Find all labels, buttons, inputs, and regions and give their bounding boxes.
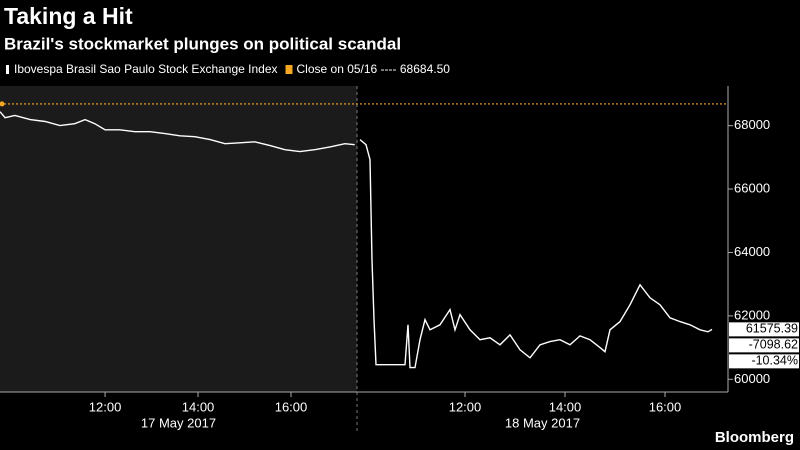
- price-line: [359, 139, 713, 369]
- last-value-label-box: [729, 322, 799, 337]
- x-tick-label: 16:00: [649, 399, 682, 414]
- x-tick-label: 14:00: [549, 399, 582, 414]
- change-label: -7098.62: [749, 338, 798, 352]
- chart-subtitle: Brazil's stockmarket plunges on politica…: [4, 34, 401, 53]
- y-tick-label: 62000: [734, 307, 770, 322]
- legend-label: Close on 05/16 ---- 68684.50: [297, 62, 451, 76]
- x-tick-label: 16:00: [275, 399, 308, 414]
- x-date-label: 17 May 2017: [141, 415, 216, 430]
- legend: Ibovespa Brasil Sao Paulo Stock Exchange…: [6, 62, 450, 76]
- x-tick-label: 12:00: [449, 399, 482, 414]
- last-value-label: 61575.39: [746, 322, 798, 336]
- x-tick-label: 12:00: [89, 399, 122, 414]
- change-label-box: [729, 338, 799, 353]
- legend-label: Ibovespa Brasil Sao Paulo Stock Exchange…: [14, 62, 278, 76]
- legend-swatch: [285, 65, 293, 74]
- chart-title: Taking a Hit: [4, 3, 133, 29]
- y-tick-label: 66000: [734, 180, 770, 195]
- x-date-label: 18 May 2017: [505, 415, 580, 430]
- x-tick-label: 14:00: [182, 399, 215, 414]
- price-line: [0, 111, 355, 153]
- change-pct-label-box: [729, 354, 799, 369]
- legend-swatch: [6, 65, 9, 74]
- source-logo: Bloomberg: [715, 429, 794, 446]
- change-pct-label: -10.34%: [751, 354, 798, 368]
- plot-area: 60000 62000 64000 66000 68000 12:00 14:00 16:00…: [0, 86, 799, 432]
- y-tick-label: 60000: [734, 371, 770, 386]
- y-tick-label: 68000: [734, 117, 770, 132]
- session-background: [0, 86, 357, 392]
- y-tick-label: 64000: [734, 244, 770, 259]
- reference-marker: [0, 101, 5, 107]
